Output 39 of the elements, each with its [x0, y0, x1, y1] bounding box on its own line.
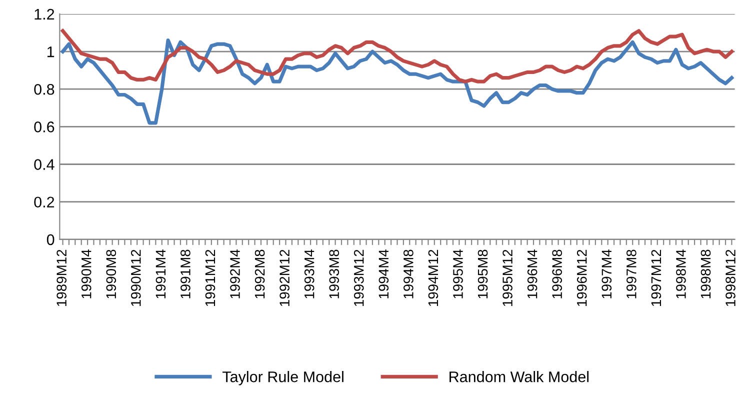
- x-tick-label: 1992M8: [254, 250, 265, 298]
- x-tick-label: 1992M4: [230, 250, 240, 298]
- x-tick-label: 1998M8: [700, 250, 711, 298]
- x-tick-label: 1997M4: [602, 250, 612, 298]
- x-tick-label: 1991M4: [156, 250, 166, 298]
- x-tick-label: 1993M12: [354, 250, 364, 306]
- y-tick-label: 0.8: [34, 84, 54, 95]
- x-tick-label: 1997M8: [626, 250, 636, 298]
- x-tick-label: 1994M12: [428, 250, 438, 306]
- x-tick-label: 1993M4: [304, 250, 314, 298]
- x-tick-label: 1996M4: [527, 250, 538, 298]
- x-tick-label: 1989M12: [56, 250, 67, 306]
- y-tick-label: 1.2: [34, 8, 54, 20]
- x-tick-label: 1995M8: [478, 250, 488, 298]
- x-tick-label: 1992M12: [280, 250, 290, 306]
- y-tick-label: 1: [47, 46, 54, 58]
- x-tick-label: 1996M8: [552, 250, 562, 298]
- y-tick-label: 0: [46, 234, 54, 246]
- x-tick-label: 1997M12: [651, 250, 662, 306]
- x-tick-label: 1990M4: [81, 250, 92, 298]
- y-tick-label: 0.2: [34, 196, 54, 208]
- x-tick-label: 1991M12: [205, 250, 216, 306]
- y-tick-label: 0.6: [34, 122, 54, 132]
- x-tick-label: 1994M8: [404, 250, 414, 298]
- x-tick-label: 1998M4: [676, 250, 686, 298]
- x-tick-label: 1993M8: [329, 250, 340, 298]
- x-tick-label: 1998M12: [726, 250, 736, 306]
- legend-label: Taylor Rule Model: [222, 371, 344, 386]
- legend-label: Random Walk Model: [450, 371, 589, 382]
- line-series: [60, 38, 734, 125]
- x-tick-label: 1996M12: [576, 250, 587, 306]
- x-tick-label: 1990M8: [106, 250, 116, 298]
- line-series: [60, 29, 734, 84]
- y-tick-label: 0.4: [34, 159, 54, 170]
- x-tick-label: 1994M4: [378, 250, 389, 298]
- x-tick-label: 1995M4: [453, 250, 463, 298]
- x-tick-label: 1990M12: [130, 250, 141, 306]
- x-tick-label: 1995M12: [502, 250, 512, 306]
- x-tick-label: 1991M8: [180, 250, 190, 298]
